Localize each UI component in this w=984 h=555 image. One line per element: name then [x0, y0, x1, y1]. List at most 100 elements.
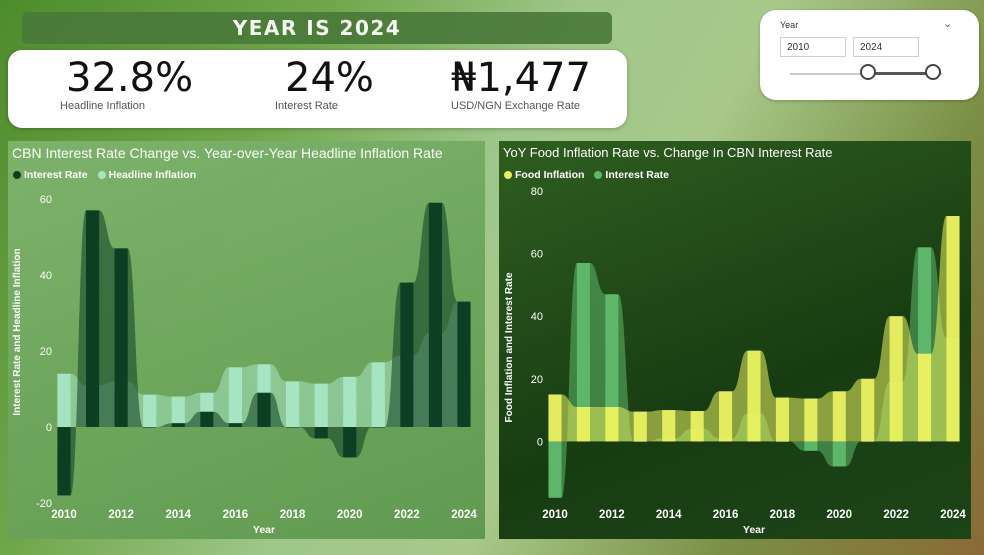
bar	[719, 391, 733, 442]
x-tick-label: 2012	[108, 509, 134, 521]
bar	[889, 316, 903, 442]
bar	[605, 406, 619, 442]
legend-item[interactable]: Interest Rate	[13, 169, 88, 181]
bar	[548, 394, 562, 442]
y-tick-label: 40	[531, 311, 543, 323]
x-tick-label: 2024	[451, 509, 477, 521]
slider-range	[868, 72, 933, 75]
bar	[605, 294, 619, 442]
y-tick-label: 0	[537, 436, 543, 448]
bar	[343, 427, 357, 458]
chart-plot: -20 0 20 40 60 2010 2012 2014 2016 2018 2020 2022 20…	[12, 194, 477, 536]
bar	[171, 396, 185, 427]
chevron-down-icon[interactable]: ⌄	[943, 18, 953, 30]
y-axis-title: Food Inflation and Interest Rate	[504, 272, 515, 422]
kpi-interest-rate: 24% Interest Rate	[275, 54, 374, 112]
legend-dot	[504, 171, 512, 179]
bar	[200, 411, 214, 427]
bar	[171, 423, 185, 427]
bar	[86, 210, 100, 427]
bar	[861, 441, 875, 442]
x-tick-label: 2016	[223, 509, 249, 521]
slider-thumb-end[interactable]	[925, 64, 941, 80]
bar	[314, 427, 328, 439]
bar	[861, 378, 875, 442]
legend: Interest Rate Headline Inflation	[13, 169, 196, 181]
x-tick-label: 2012	[599, 509, 625, 521]
y-tick-label: 60	[531, 249, 543, 261]
bar	[775, 397, 789, 442]
kpi-label: USD/NGN Exchange Rate	[451, 100, 580, 112]
kpi-exchange-rate: ₦1,477 USD/NGN Exchange Rate	[451, 54, 591, 112]
x-tick-label: 2024	[940, 509, 966, 521]
legend-label: Interest Rate	[24, 169, 88, 181]
year-to-input[interactable]: 2024	[853, 37, 919, 57]
legend-item[interactable]: Headline Inflation	[97, 169, 197, 181]
legend-label: Headline Inflation	[108, 169, 197, 181]
bar	[832, 391, 846, 442]
x-tick-label: 2022	[883, 509, 909, 521]
chart-plot: 0 20 40 60 80 2010 2012 2014 2016 2018 2020 2022 202…	[504, 186, 966, 536]
page-title: YEAR IS 2024	[22, 12, 612, 44]
kpi-value: 24%	[285, 55, 374, 101]
bar	[633, 441, 647, 442]
bar	[662, 410, 676, 442]
bar	[400, 282, 414, 427]
x-tick-label: 2020	[337, 509, 363, 521]
legend: Food Inflation Interest Rate	[504, 169, 669, 181]
bar	[371, 362, 385, 427]
x-tick-label: 2010	[51, 509, 77, 521]
x-tick-label: 2014	[656, 509, 682, 521]
bar	[918, 353, 932, 442]
bar	[428, 202, 442, 427]
y-tick-label: 60	[40, 194, 52, 206]
kpi-value: 32.8%	[66, 55, 194, 101]
kpi-value: ₦1,477	[451, 55, 591, 101]
bar	[371, 427, 385, 428]
bar	[57, 373, 71, 427]
x-tick-label: 2018	[770, 509, 796, 521]
year-from-input[interactable]: 2010	[780, 37, 846, 57]
chart-title: CBN Interest Rate Change vs. Year-over-Y…	[12, 145, 443, 161]
bar	[832, 441, 846, 467]
y-tick-label: 20	[531, 374, 543, 386]
bar	[314, 383, 328, 427]
legend-dot	[97, 171, 106, 179]
bar	[257, 392, 271, 427]
legend-dot	[13, 171, 21, 179]
x-tick-label: 2014	[165, 509, 191, 521]
legend-label: Interest Rate	[605, 169, 670, 181]
x-axis-title: Year	[743, 524, 765, 536]
bar	[114, 248, 128, 427]
y-tick-label: 40	[40, 270, 52, 282]
y-tick-label: -20	[36, 498, 52, 510]
bar	[228, 367, 242, 427]
x-tick-label: 2010	[542, 509, 568, 521]
year-slicer[interactable]: Year ⌄ 2010 2024	[760, 10, 979, 100]
series-ribbon	[548, 216, 960, 442]
legend-item[interactable]: Interest Rate	[594, 169, 669, 181]
y-tick-label: 20	[40, 346, 52, 358]
legend-label: Food Inflation	[515, 169, 585, 181]
bar	[57, 427, 71, 496]
kpi-label: Headline Inflation	[60, 100, 146, 112]
bar	[804, 441, 818, 451]
slider-thumb-start[interactable]	[860, 64, 876, 80]
bar	[946, 216, 960, 442]
bar	[548, 441, 562, 498]
kpi-card: 32.8% Headline Inflation 24% Interest Ra…	[8, 50, 627, 128]
bar	[286, 381, 300, 427]
y-axis-title: Interest Rate and Headline Inflation	[12, 248, 23, 415]
kpi-label: Interest Rate	[275, 100, 338, 112]
bar	[143, 427, 157, 428]
bar	[286, 427, 300, 428]
bar	[690, 411, 704, 442]
bar	[747, 350, 761, 442]
legend-dot	[594, 171, 603, 179]
legend-item[interactable]: Food Inflation	[504, 169, 584, 181]
bar	[457, 301, 471, 427]
bar	[775, 441, 789, 442]
bar	[228, 423, 242, 427]
x-tick-label: 2018	[280, 509, 306, 521]
x-tick-label: 2022	[394, 509, 420, 521]
